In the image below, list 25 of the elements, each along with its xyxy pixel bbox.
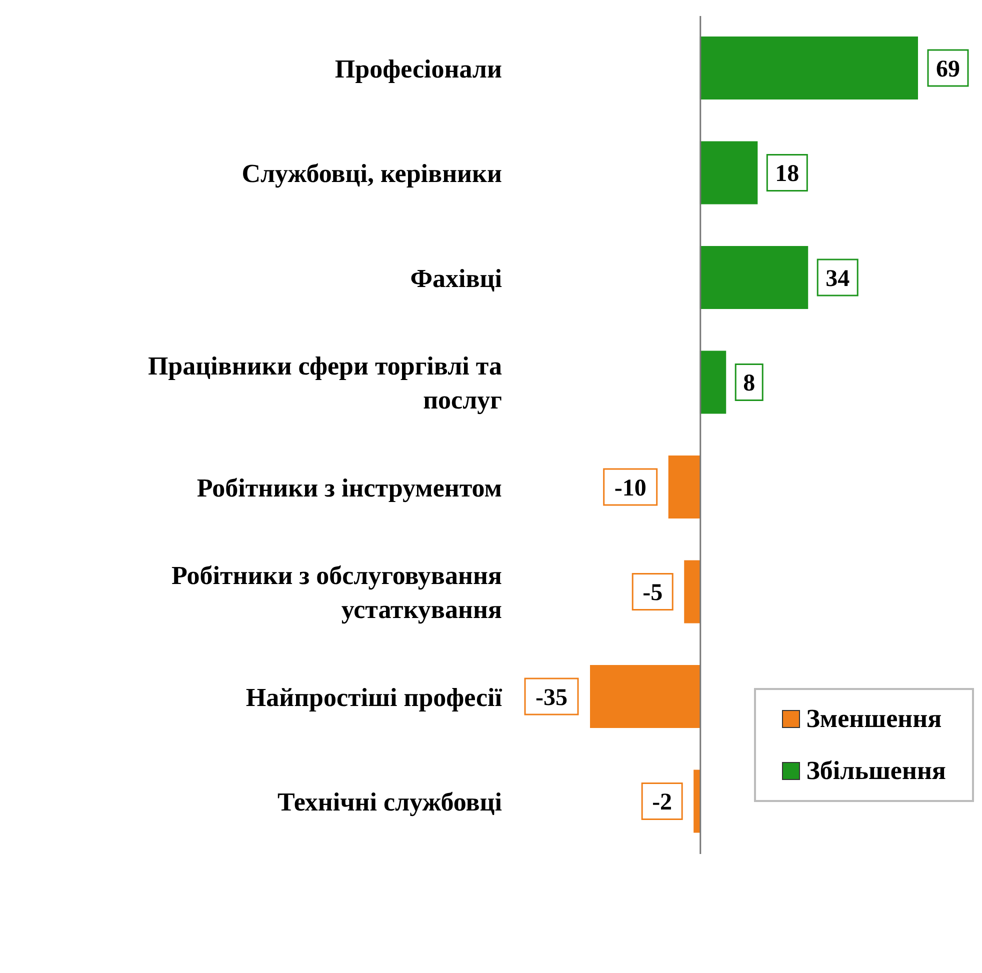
y-tick-label: Технічні службовці xyxy=(278,788,502,817)
y-tick-label: Службовці, керівники xyxy=(242,159,502,188)
data-label: -2 xyxy=(652,790,672,816)
y-tick-label: Робітники з обслуговування устаткування xyxy=(172,561,502,624)
bar xyxy=(700,36,918,100)
y-tick-label: Працівники сфери торгівлі та послуг xyxy=(148,352,502,415)
y-tick-label: Професіонали xyxy=(334,54,502,84)
data-label: -5 xyxy=(642,580,663,606)
data-label: -10 xyxy=(614,475,646,502)
y-tick-label: Фахівці xyxy=(410,264,502,293)
legend-label: Збільшення xyxy=(806,756,946,786)
data-label: 34 xyxy=(826,266,850,292)
bar xyxy=(700,350,726,414)
data-label: -35 xyxy=(536,684,568,711)
bar xyxy=(700,141,758,204)
data-label: 8 xyxy=(743,370,756,397)
data-label: 18 xyxy=(775,161,800,188)
bar xyxy=(700,246,808,309)
data-label: 69 xyxy=(936,56,960,82)
y-tick-label: Робітники з інструментом xyxy=(196,473,502,502)
bar xyxy=(684,560,701,624)
bar xyxy=(668,456,701,518)
legend-label: Зменшення xyxy=(806,704,942,734)
y-tick-label: Найпростіші професії xyxy=(246,682,503,712)
bar xyxy=(590,665,701,728)
